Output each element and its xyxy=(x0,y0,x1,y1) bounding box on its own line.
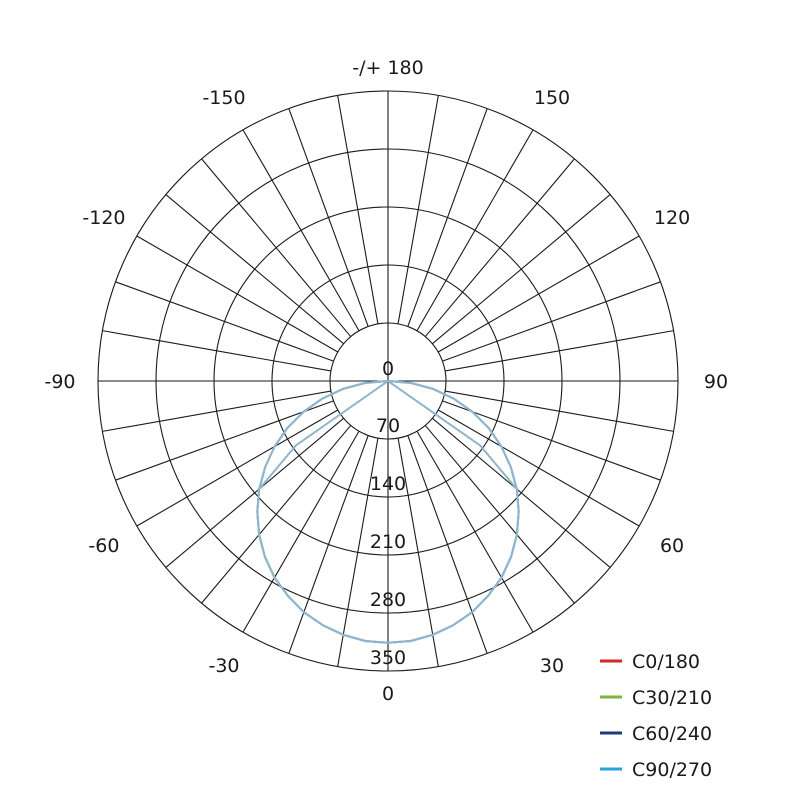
grid-spoke xyxy=(288,435,369,654)
intensity-curves xyxy=(256,380,520,644)
legend-label: C0/180 xyxy=(632,651,700,673)
grid-spoke xyxy=(165,417,344,568)
grid-spoke xyxy=(432,194,611,345)
grid-spoke xyxy=(102,330,331,372)
angle-labels: -/+ 180 150 -150 120 -120 90 -90 60 -60 30 -30 0 xyxy=(44,57,728,705)
grid-spoke xyxy=(242,129,360,332)
grid-spoke xyxy=(407,108,488,327)
angle-label: -90 xyxy=(44,371,75,393)
angle-label: -60 xyxy=(88,535,119,557)
radial-tick-label: 0 xyxy=(382,358,394,380)
grid-spoke xyxy=(201,158,352,337)
grid-spoke xyxy=(424,425,575,604)
polar-grid xyxy=(97,90,679,672)
angle-label: 90 xyxy=(704,371,728,393)
angle-label: 150 xyxy=(534,87,570,109)
grid-spoke xyxy=(416,129,534,332)
grid-spoke xyxy=(442,400,661,481)
angle-label: 0 xyxy=(382,683,394,705)
grid-spoke xyxy=(445,390,674,432)
radial-tick-label: 210 xyxy=(370,531,406,553)
grid-spoke xyxy=(288,108,369,327)
grid-spoke xyxy=(201,425,352,604)
angle-label: 30 xyxy=(540,655,564,677)
grid-spoke xyxy=(337,95,379,324)
grid-spoke xyxy=(242,430,360,633)
angle-label: -150 xyxy=(202,87,245,109)
grid-spoke xyxy=(136,235,339,353)
grid-spoke xyxy=(115,281,334,362)
grid-spoke xyxy=(337,438,379,667)
angle-label: -120 xyxy=(82,207,125,229)
grid-spoke xyxy=(442,281,661,362)
grid-spoke xyxy=(397,438,439,667)
angle-label: 120 xyxy=(654,207,690,229)
radial-tick-label: 140 xyxy=(370,473,406,495)
grid-spoke xyxy=(432,417,611,568)
radial-tick-label: 280 xyxy=(370,589,406,611)
angle-label: -30 xyxy=(208,655,239,677)
grid-spoke xyxy=(437,235,640,353)
grid-spoke xyxy=(445,330,674,372)
grid-spoke xyxy=(397,95,439,324)
series-line-C90-270 xyxy=(256,380,520,644)
radial-tick-label: 350 xyxy=(370,647,406,669)
legend: C0/180 C30/210 C60/240 C90/270 xyxy=(600,651,712,781)
grid-spoke xyxy=(437,409,640,527)
grid-spoke xyxy=(115,400,334,481)
grid-spoke xyxy=(165,194,344,345)
legend-label: C90/270 xyxy=(632,759,712,781)
grid-spoke xyxy=(416,430,534,633)
radial-labels: 0 70 140 210 280 350 xyxy=(370,358,406,669)
grid-spoke xyxy=(102,390,331,432)
grid-spoke xyxy=(424,158,575,337)
legend-label: C30/210 xyxy=(632,687,712,709)
angle-label: 60 xyxy=(660,535,684,557)
legend-label: C60/240 xyxy=(632,723,712,745)
grid-spoke xyxy=(136,409,339,527)
angle-label: -/+ 180 xyxy=(352,57,423,79)
grid-spoke xyxy=(407,435,488,654)
radial-tick-label: 70 xyxy=(376,415,400,437)
